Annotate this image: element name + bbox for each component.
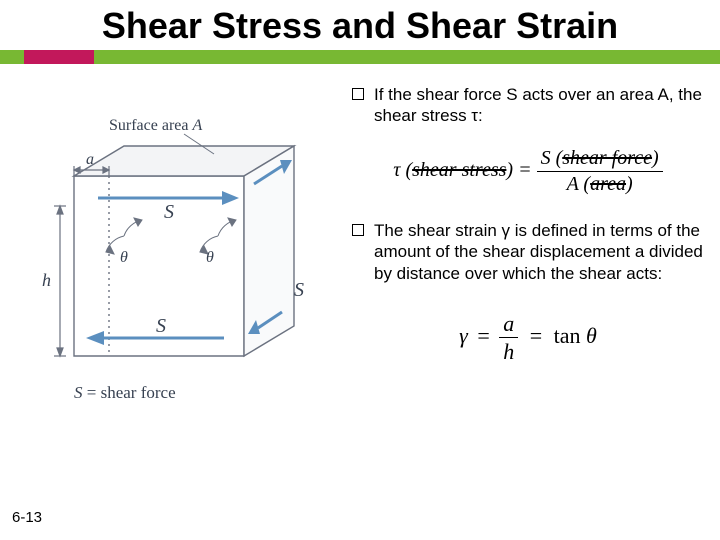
eq2-eq1: =: [477, 323, 489, 348]
slide: Shear Stress and Shear Strain Surface: [0, 0, 720, 540]
shear-diagram: Surface area A a S: [14, 106, 334, 436]
bullet-1: If the shear force S acts over an area A…: [352, 84, 704, 127]
slide-body: Surface area A a S: [0, 64, 720, 441]
bullet-1-text: If the shear force S acts over an area A…: [374, 84, 704, 127]
theta-right-label: θ: [206, 249, 214, 266]
bullet-2-text: The shear strain γ is defined in terms o…: [374, 220, 704, 284]
diagram-column: Surface area A a S: [14, 78, 344, 441]
h-label: h: [42, 270, 51, 290]
s-bottom-label: S: [156, 315, 166, 337]
eq2-rhs: tan θ: [554, 323, 597, 348]
accent-block: [24, 50, 94, 64]
a-label: a: [86, 151, 94, 168]
eq1-den: A (area): [537, 172, 663, 197]
eq1-num: S (shear force): [537, 146, 663, 172]
text-column: If the shear force S acts over an area A…: [344, 78, 704, 441]
eq2-num: a: [499, 310, 518, 339]
eq2-den: h: [499, 338, 518, 366]
slide-title: Shear Stress and Shear Strain: [0, 0, 720, 50]
theta-left-label: θ: [120, 249, 128, 266]
page-number: 6-13: [12, 509, 42, 526]
surface-area-label: Surface area A: [109, 117, 203, 134]
eq2-gamma: γ: [459, 323, 468, 348]
accent-bar: [0, 50, 720, 64]
s-right-label: S: [294, 279, 304, 301]
bullet-box-icon: [352, 224, 364, 236]
equation-shear-stress: τ (shear stress) = S (shear force) A (ar…: [352, 146, 704, 198]
eq2-eq2: =: [530, 323, 542, 348]
bullet-2: The shear strain γ is defined in terms o…: [352, 220, 704, 284]
eq2-fraction: a h: [499, 310, 518, 366]
equation-shear-strain: γ = a h = tan θ: [352, 310, 704, 366]
eq1-fraction: S (shear force) A (area): [537, 146, 663, 197]
bullet-box-icon: [352, 88, 364, 100]
s-top-label: S: [164, 201, 174, 223]
diagram-caption: S = shear force: [74, 383, 176, 402]
eq1-lhs: τ (shear stress) =: [393, 159, 536, 181]
